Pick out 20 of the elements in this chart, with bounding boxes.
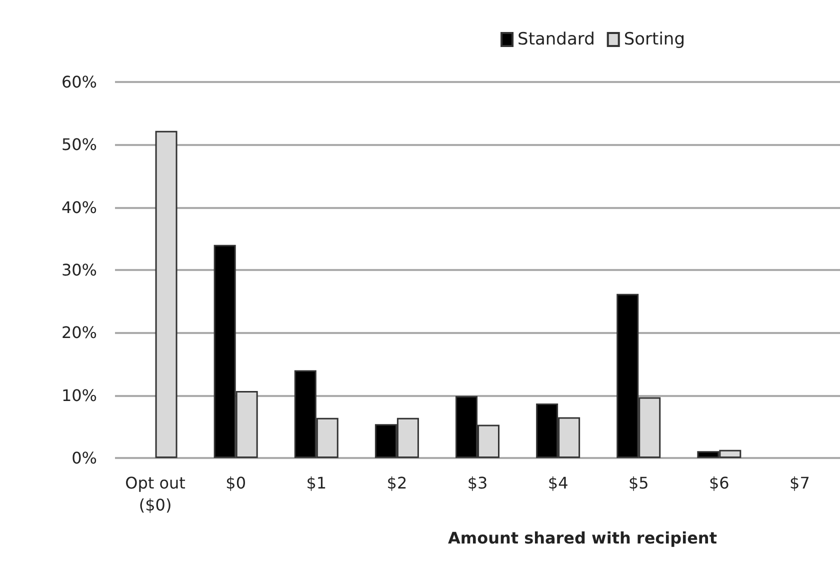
legend-label: Standard xyxy=(518,30,595,50)
bar xyxy=(155,130,178,458)
x-tick-label: $1 xyxy=(306,474,327,492)
x-tick-label: $2 xyxy=(386,474,408,492)
x-tick-label: $0 xyxy=(226,474,246,492)
x-tick-label: $5 xyxy=(628,474,649,492)
y-tick-label: 30% xyxy=(61,260,97,280)
x-tick-label: $4 xyxy=(548,474,568,492)
y-tick-label: 60% xyxy=(61,72,97,92)
y-tick-label: 10% xyxy=(61,386,97,405)
x-tick-label: Opt out ($0) xyxy=(125,474,186,514)
x-tick-label: $3 xyxy=(467,474,488,492)
y-tick-label: 20% xyxy=(61,323,97,342)
y-tick-label: 0% xyxy=(72,448,97,468)
legend-label: Sorting xyxy=(624,30,686,50)
y-tick-label: 40% xyxy=(61,198,97,217)
x-axis-title: Amount shared with recipient xyxy=(448,528,718,548)
x-tick-label: $7 xyxy=(790,474,810,492)
x-tick-label: $6 xyxy=(708,474,730,492)
y-tick-label: 50% xyxy=(61,135,97,154)
